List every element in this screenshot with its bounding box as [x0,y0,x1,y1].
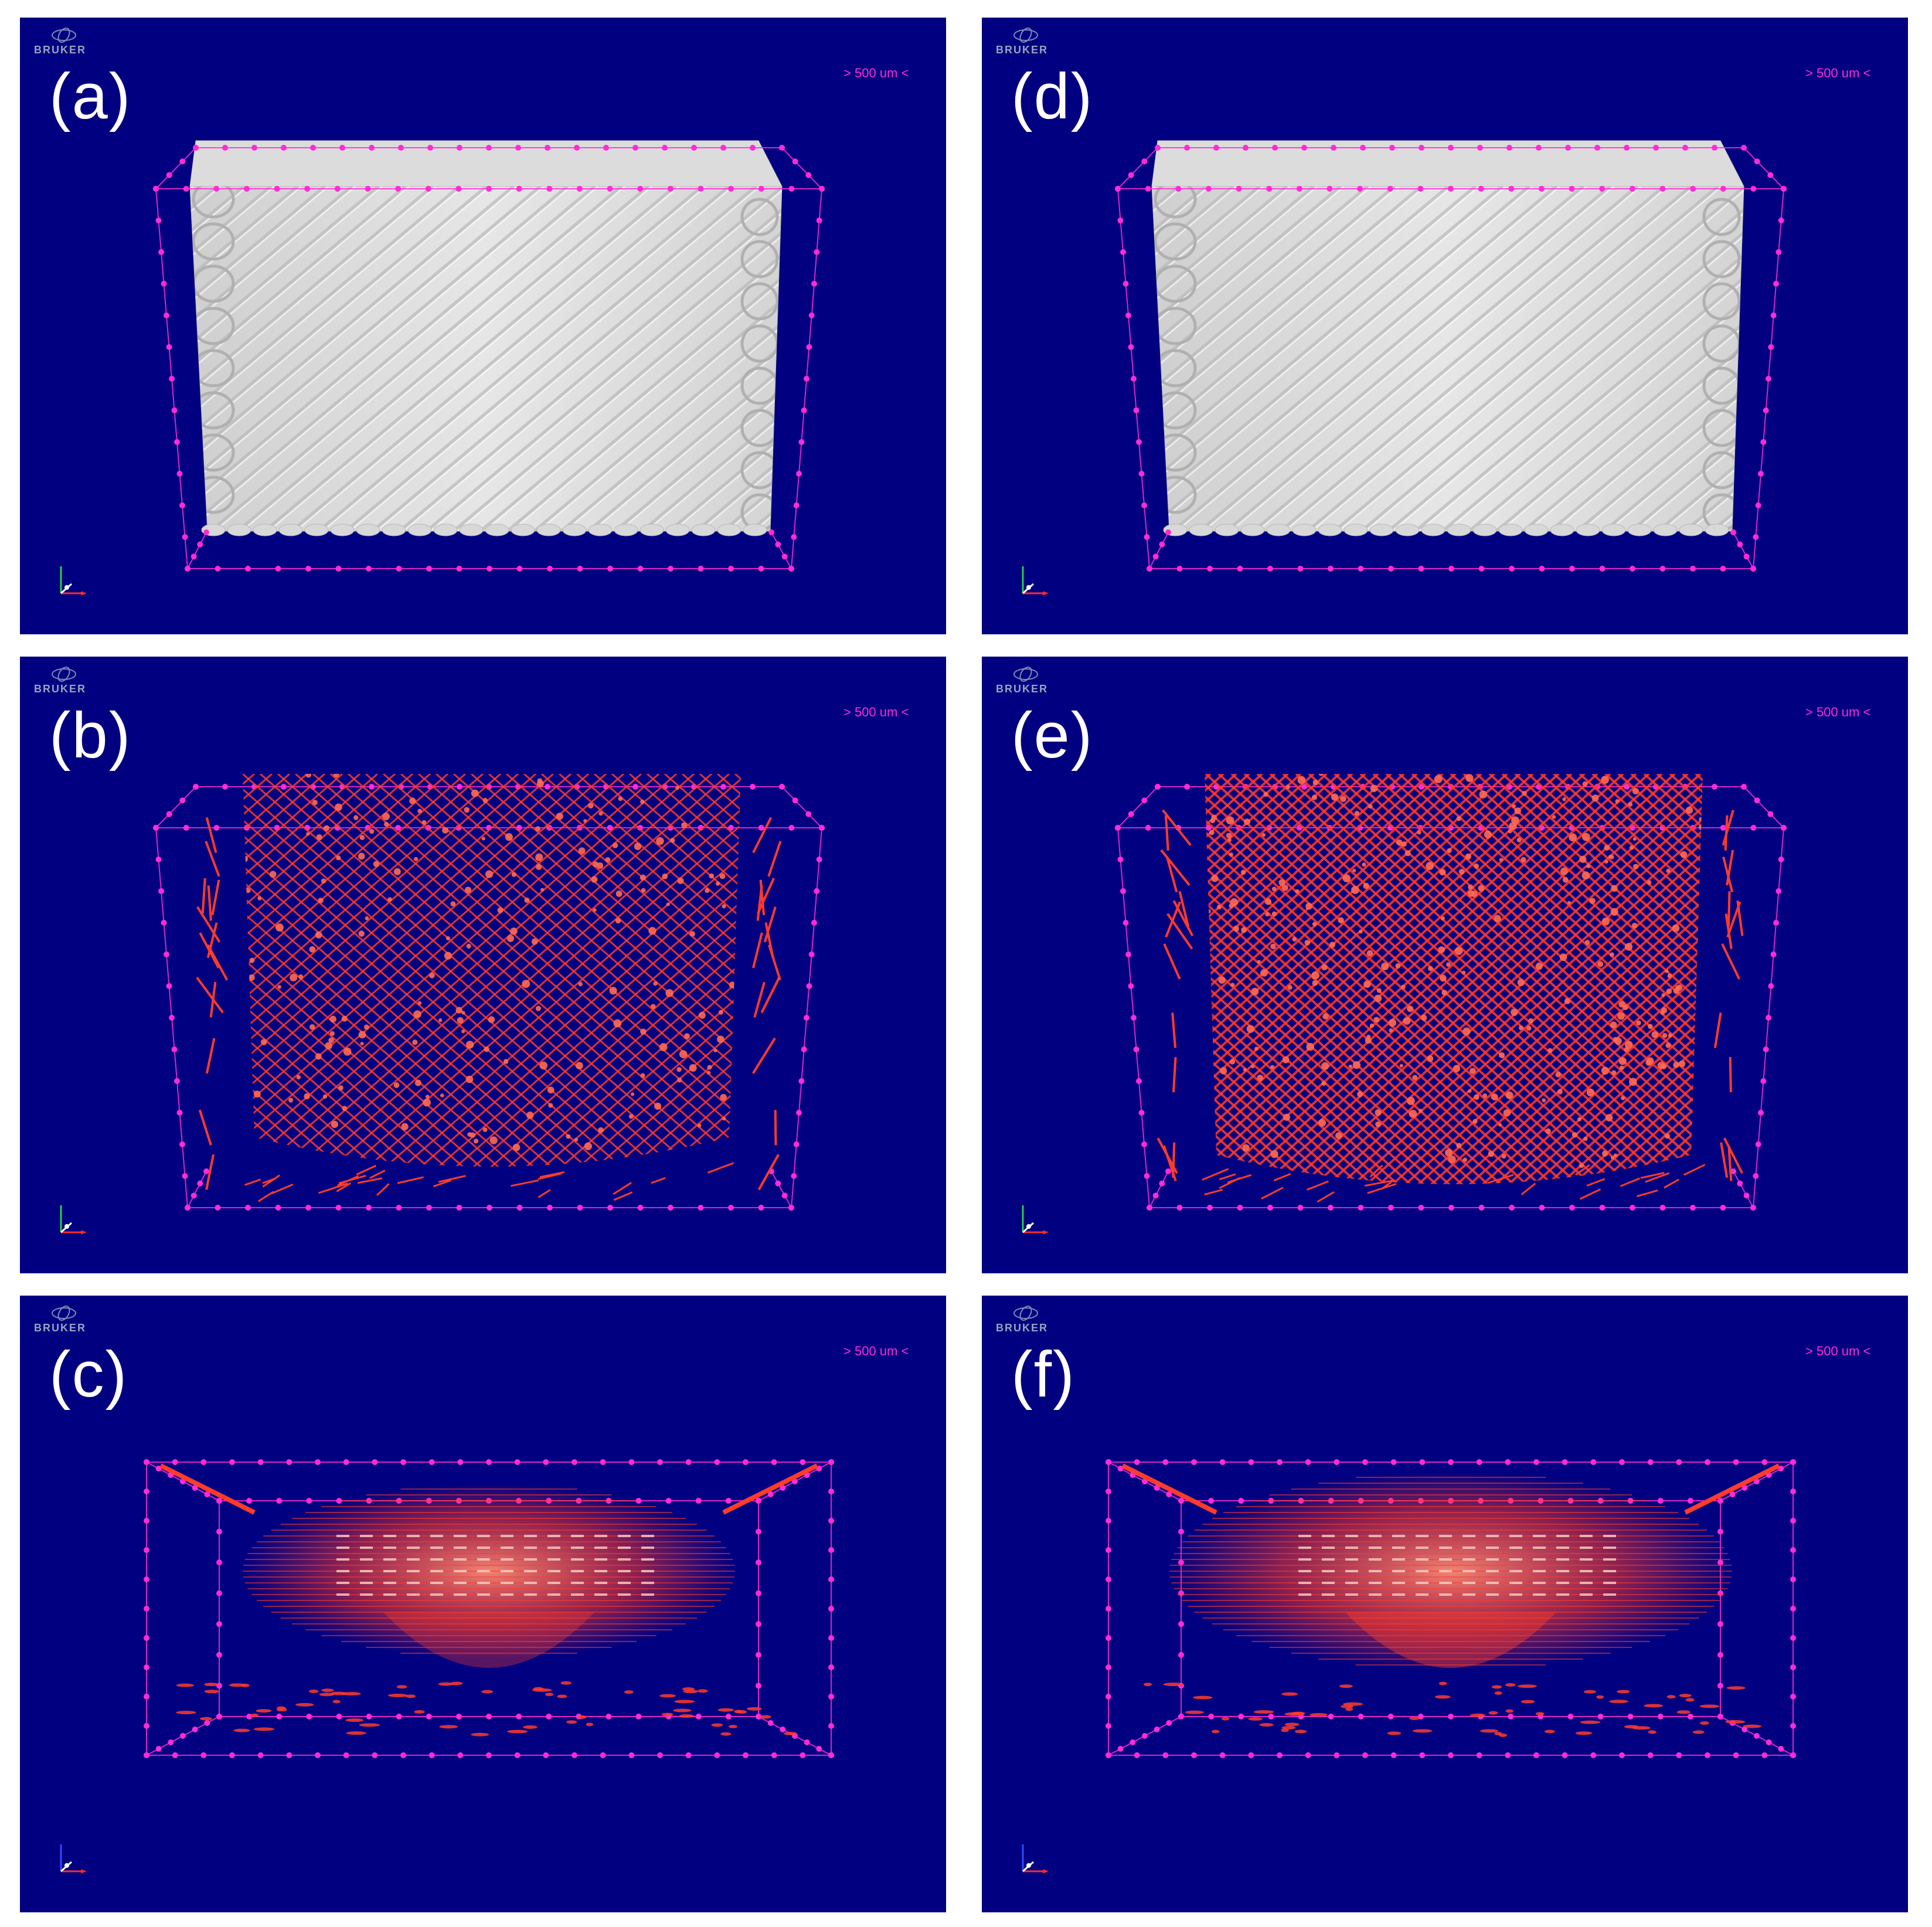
logo-text: BRUKER [34,44,87,56]
panel-e: BRUKER (e) > 500 um < [982,657,1908,1273]
xyz-axes-icon [49,558,96,605]
xyz-axes-icon [1011,558,1058,605]
panel-label: (e) [1011,699,1094,772]
xyz-axes-icon [1011,1836,1058,1883]
bruker-logo-icon: BRUKER [34,664,98,699]
scale-bar-label: > 500 um < [843,66,909,80]
bruker-logo-icon: BRUKER [34,1303,98,1338]
pore-network [196,774,782,1202]
render-view-d [1115,140,1787,572]
bruker-logo-icon: BRUKER [34,25,98,60]
logo-text: BRUKER [34,1322,87,1334]
panel-label: (d) [1011,60,1094,132]
scale-bar-label: > 500 um < [1805,705,1871,719]
panel-label: (f) [1011,1338,1076,1411]
bruker-logo-icon: BRUKER [996,664,1060,699]
panel-b: BRUKER (b) > 500 um < [20,657,946,1273]
xyz-axes-icon [49,1197,96,1244]
panel-c: BRUKER (c) > 500 um < [20,1296,946,1912]
render-view-f [1106,1459,1796,1758]
bruker-logo-icon: BRUKER [996,1303,1060,1338]
xyz-axes-icon [49,1836,96,1883]
bruker-logo-icon: BRUKER [996,25,1060,60]
bounding-box [144,1459,834,1758]
solid-model [189,140,783,536]
xyz-axes-icon [1011,1197,1058,1244]
bounding-box [153,145,825,572]
scale-bar-label: > 500 um < [843,705,909,719]
render-view-c [144,1459,834,1758]
logo-text: BRUKER [996,44,1049,56]
bounding-box [1115,145,1787,572]
logo-text: BRUKER [996,1322,1049,1334]
panel-label: (b) [49,699,132,772]
render-view-e [1115,774,1787,1211]
panel-label: (a) [49,60,132,132]
panel-a: BRUKER (a) > 500 um < [20,18,946,634]
logo-text: BRUKER [34,683,87,695]
panel-label: (c) [49,1338,128,1411]
scale-bar-label: > 500 um < [843,1344,909,1358]
scale-bar-label: > 500 um < [1805,1344,1871,1358]
render-view-a [153,140,825,572]
pore-network [159,1463,818,1736]
scale-bar-label: > 500 um < [1805,66,1871,80]
pore-network [1121,1463,1780,1737]
panel-d: BRUKER (d) > 500 um < [982,18,1908,634]
bounding-box [153,784,825,1211]
bounding-box [1106,1459,1796,1758]
logo-text: BRUKER [996,683,1049,695]
solid-model [1151,140,1744,536]
render-view-b [153,774,825,1211]
panel-f: BRUKER (f) > 500 um < [982,1296,1908,1912]
